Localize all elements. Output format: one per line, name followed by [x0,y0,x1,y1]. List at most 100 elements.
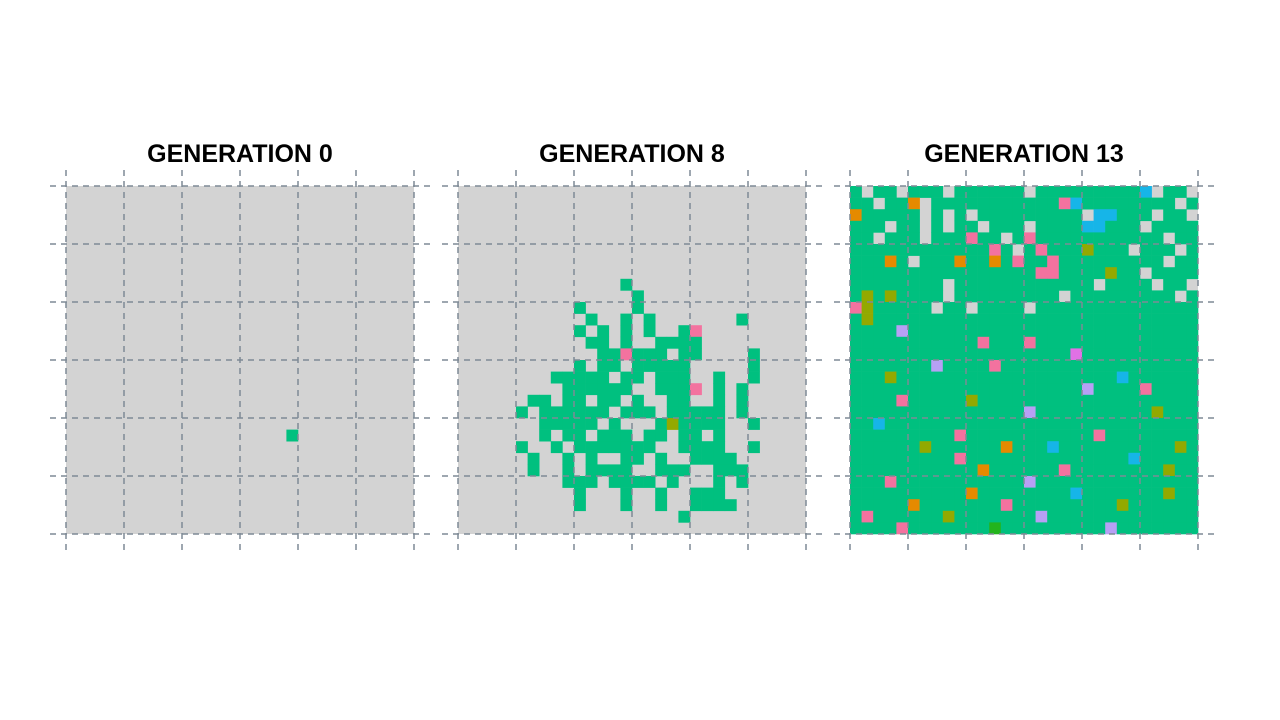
occupied-cell [1093,325,1106,338]
occupied-cell [1163,209,1176,222]
occupied-cell [585,371,598,384]
occupied-cell [989,278,1002,291]
occupied-cell [1093,452,1106,465]
occupied-cell [919,302,932,314]
occupied-cell [1093,476,1106,488]
occupied-cell [954,267,967,280]
occupied-cell [574,383,586,396]
occupied-cell [1024,290,1036,303]
occupied-cell [562,464,575,477]
occupied-cell [942,348,955,361]
occupied-cell [678,406,691,419]
occupied-cell [1012,476,1025,488]
occupied-cell [896,487,909,500]
occupied-cell [931,220,944,233]
occupied-cell [1070,406,1083,419]
occupied-cell [1116,441,1129,454]
occupied-cell [1058,487,1071,500]
occupied-cell [1105,510,1118,523]
occupied-cell [1070,360,1083,372]
occupied-cell [873,290,886,303]
occupied-cell [884,197,897,210]
occupied-cell [1116,278,1129,291]
occupied-cell [896,429,909,442]
occupied-cell [1174,255,1187,268]
occupied-cell [1174,313,1187,326]
occupied-cell [966,441,978,454]
occupied-cell [597,429,610,442]
occupied-cell [977,441,990,454]
occupied-cell [1128,476,1141,488]
occupied-cell [919,371,932,384]
occupied-cell [896,209,909,222]
occupied-cell [1035,278,1048,291]
occupied-cell [1140,464,1152,477]
occupied-cell [1000,452,1013,465]
occupied-cell [966,197,978,210]
occupied-cell [1128,522,1141,535]
occupied-cell [690,418,702,430]
occupied-cell [1024,313,1036,326]
occupied-cell [1186,406,1199,419]
occupied-cell [1058,336,1071,349]
occupied-cell [1151,499,1164,512]
occupied-cell [896,383,909,396]
occupied-cell [608,429,621,442]
occupied-cell [861,348,874,361]
occupied-cell [942,522,955,535]
occupied-cell [1163,197,1176,210]
occupied-cell [1047,325,1060,338]
occupied-cell [574,360,586,372]
occupied-cell [1140,406,1152,419]
occupied-cell [597,325,610,338]
occupied-cell [643,325,656,338]
occupied-cell [908,452,920,465]
occupied-cell [919,278,932,291]
occupied-cell [1012,290,1025,303]
occupied-cell [632,406,644,419]
occupied-cell [884,278,897,291]
occupied-cell [562,383,575,396]
occupied-cell [884,429,897,442]
occupied-cell [977,290,990,303]
occupied-cell [1058,313,1071,326]
occupied-cell [850,487,862,500]
occupied-cell [1151,452,1164,465]
occupied-cell [632,290,644,303]
occupied-cell [643,441,656,454]
occupied-cell [713,464,726,477]
occupied-cell [896,313,909,326]
occupied-cell [884,302,897,314]
occupied-cell [989,510,1002,523]
occupied-cell [977,244,990,256]
occupied-cell [942,441,955,454]
occupied-cell [931,464,944,477]
occupied-cell [966,487,978,500]
occupied-cell [1000,394,1013,407]
occupied-cell [1070,220,1083,233]
occupied-cell [585,406,598,419]
occupied-cell [989,487,1002,500]
occupied-cell [977,476,990,488]
occupied-cell [1093,220,1106,233]
occupied-cell [919,476,932,488]
occupied-cell [1116,499,1129,512]
occupied-cell [748,371,760,384]
occupied-cell [989,383,1002,396]
occupied-cell [966,476,978,488]
occupied-cell [1047,278,1060,291]
occupied-cell [954,394,967,407]
occupied-cell [1058,510,1071,523]
occupied-cell [1024,510,1036,523]
occupied-cell [1070,418,1083,430]
occupied-cell [884,383,897,396]
occupied-cell [527,464,540,477]
occupied-cell [908,209,920,222]
occupied-cell [597,441,610,454]
occupied-cell [884,209,897,222]
occupied-cell [1093,499,1106,512]
cell-grid [442,170,822,550]
occupied-cell [1128,418,1141,430]
occupied-cell [942,197,955,210]
occupied-cell [574,429,586,442]
